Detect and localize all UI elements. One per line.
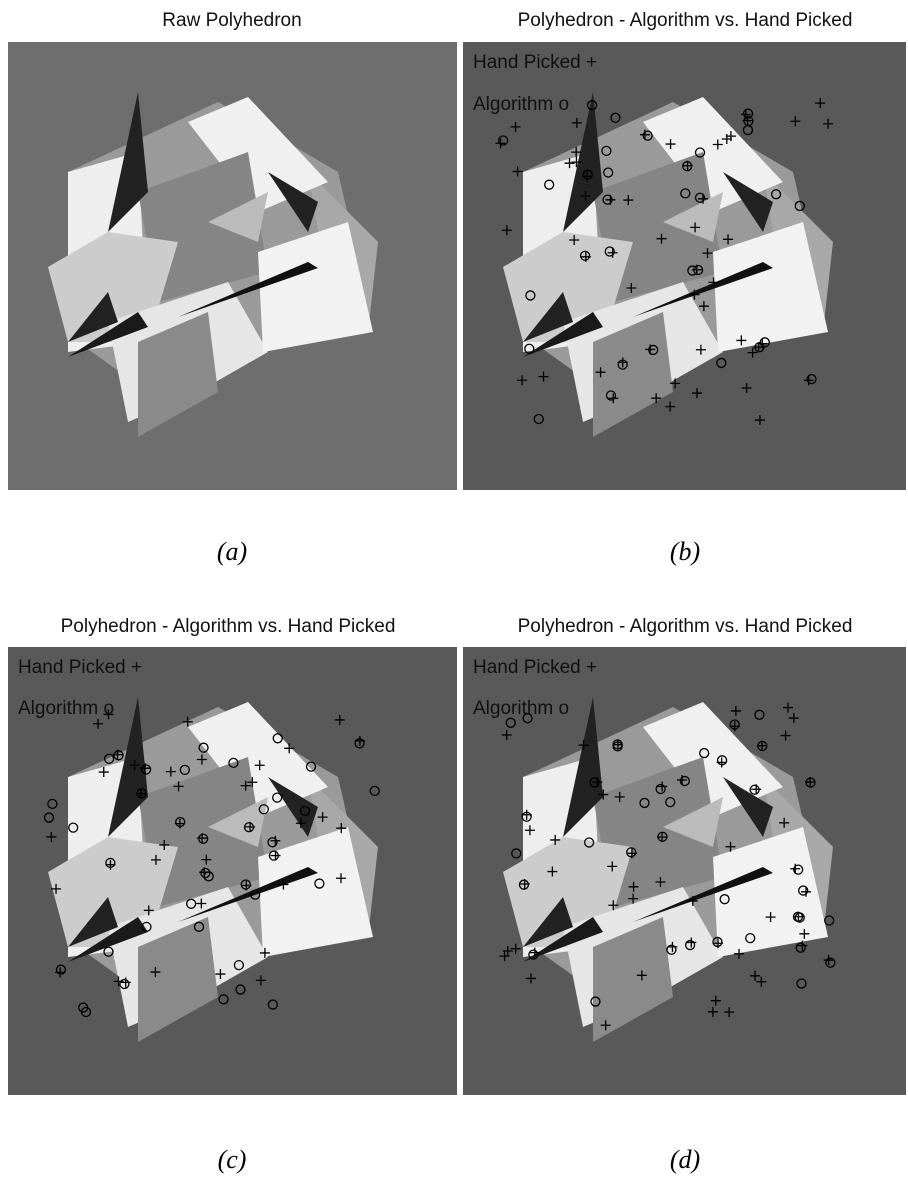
panel-a: Raw Polyhedron (a) <box>8 10 457 566</box>
caption: (d) <box>670 1145 700 1174</box>
caption: (b) <box>670 537 700 566</box>
panel-title: Polyhedron - Algorithm vs. Hand Picked <box>61 616 396 637</box>
panel-title: Raw Polyhedron <box>162 10 301 31</box>
panel-title: Polyhedron - Algorithm vs. Hand Picked <box>518 10 853 31</box>
legend-entry: Algorithm o <box>18 698 114 719</box>
panel-d: Polyhedron - Algorithm vs. Hand Picked H… <box>463 616 906 1174</box>
legend-entry: Algorithm o <box>473 94 569 115</box>
panel-c: Polyhedron - Algorithm vs. Hand Picked H… <box>8 616 457 1174</box>
legend-entry: Algorithm o <box>473 698 569 719</box>
panel-b: Polyhedron - Algorithm vs. Hand Picked H… <box>463 10 906 566</box>
legend-entry: Hand Picked + <box>18 657 142 678</box>
legend-entry: Hand Picked + <box>473 52 597 73</box>
legend-entry: Hand Picked + <box>473 657 597 678</box>
panel-title: Polyhedron - Algorithm vs. Hand Picked <box>518 616 853 637</box>
figure: Raw Polyhedron (a) Polyhedron - Algorith… <box>0 0 908 1178</box>
caption: (c) <box>218 1145 247 1174</box>
caption: (a) <box>217 537 247 566</box>
